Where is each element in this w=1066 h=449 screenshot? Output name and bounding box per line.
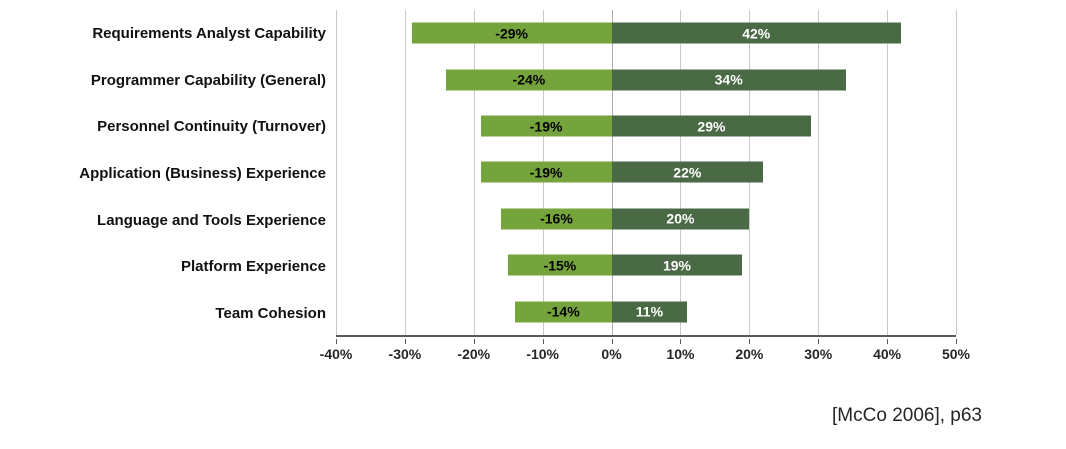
category-label: Language and Tools Experience [97,211,326,229]
x-axis-labels: -40% -30% -20% -10% 0% 10% 20% 30% 40% 50% [320,346,970,366]
negative-bar: -24% [446,69,612,91]
x-tick-mark [473,339,475,344]
x-tick-mark [749,339,751,344]
x-tick-label: 40% [873,346,902,362]
category-labels: Requirements Analyst Capability Programme… [0,10,326,337]
negative-bar: -19% [480,115,612,137]
bar-row: -16% 20% [336,196,956,242]
plot-area: -29% 42% -24% 34% -19% 29% -19% 22% -16% 20% -15% 1… [336,10,957,337]
category-label: Personnel Continuity (Turnover) [97,118,326,136]
positive-bar: 34% [611,69,846,91]
bar-row: -19% 22% [336,149,956,195]
negative-bar: -16% [501,208,612,230]
category-label: Programmer Capability (General) [90,71,326,89]
x-tick-mark [818,339,820,344]
positive-bar: 11% [611,301,688,323]
bar-row: -19% 29% [336,103,956,149]
x-tick-mark [680,339,682,344]
gridline [404,10,406,335]
negative-bar: -19% [480,161,612,183]
x-tick-label: -40% [319,346,353,362]
x-tick-mark [611,339,613,344]
positive-bar: 22% [611,161,764,183]
negative-bar: -15% [508,254,612,276]
category-label: Requirements Analyst Capability [92,24,326,42]
bar-rows: -29% 42% -24% 34% -19% 29% -19% 22% -16% 20% -15% 1… [336,10,956,335]
gridline [336,10,337,335]
x-tick-mark [404,339,406,344]
bar-row: -29% 42% [336,10,956,56]
x-tick-label: 20% [735,346,764,362]
positive-bar: 19% [611,254,743,276]
x-tick-label: -10% [526,346,559,362]
category-label: Application (Business) Experience [79,165,326,183]
gridline [887,10,889,335]
positive-bar: 29% [611,115,812,137]
x-tick-mark [336,339,337,344]
bar-row: -15% 19% [336,242,956,288]
negative-bar: -29% [411,22,612,44]
bar-row: -14% 11% [336,289,956,335]
x-tick-mark [956,339,957,344]
category-label: Team Cohesion [215,305,326,323]
gridline [473,10,475,335]
x-tick-label: 50% [941,346,971,362]
x-axis-tick-marks [336,339,957,344]
x-tick-label: 10% [666,346,695,362]
gridline [818,10,820,335]
negative-bar: -14% [515,301,612,323]
positive-bar: 42% [611,22,901,44]
bar-row: -24% 34% [336,56,956,102]
source-citation: [McCo 2006], p63 [832,405,982,426]
x-tick-mark [542,339,544,344]
x-tick-label: -30% [388,346,422,362]
x-tick-mark [887,339,889,344]
positive-bar: 20% [611,208,750,230]
category-label: Platform Experience [180,258,326,276]
x-tick-label: -20% [457,346,491,362]
gridline [956,10,957,335]
x-tick-label: 0% [601,346,622,362]
x-tick-label: 30% [804,346,833,362]
